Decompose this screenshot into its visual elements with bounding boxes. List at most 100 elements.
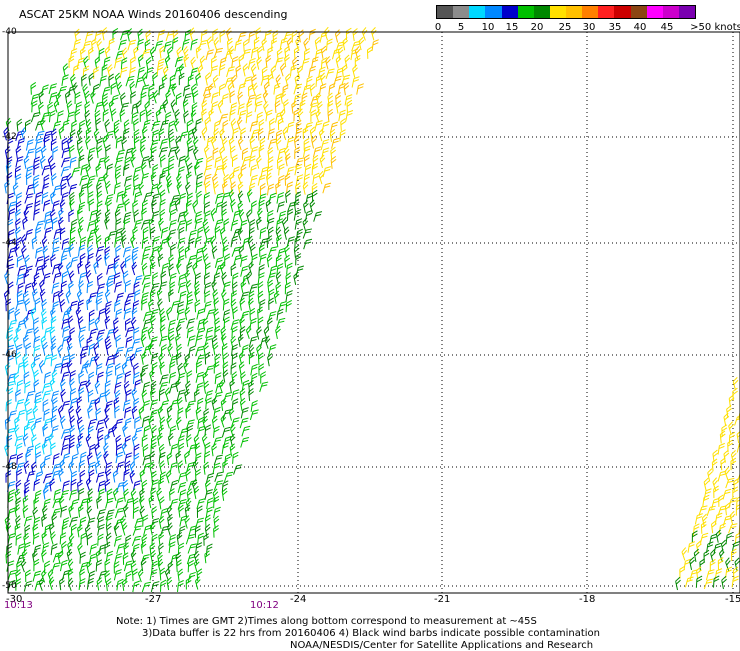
wind-barb-icon: [250, 363, 258, 376]
wind-barb-icon: [258, 363, 265, 376]
wind-barb-icon: [106, 488, 113, 501]
wind-barb-icon: [32, 532, 40, 545]
wind-barb-icon: [93, 342, 99, 356]
wind-barb-icon: [142, 226, 149, 239]
wind-barb-icon: [192, 262, 198, 276]
wind-barb-icon: [15, 156, 24, 168]
wind-barb-icon: [132, 568, 138, 582]
wind-barb-icon: [98, 47, 105, 61]
wind-barb-icon: [42, 199, 51, 212]
wind-barb-icon: [102, 99, 109, 113]
wind-barb-icon: [728, 431, 736, 444]
wind-barb-icon: [84, 101, 91, 115]
wind-barb-icon: [294, 218, 303, 230]
wind-barb-icon: [86, 505, 93, 520]
wind-barb-icon: [51, 173, 57, 187]
wind-barb-icon: [166, 576, 173, 591]
wind-barb-icon: [179, 290, 187, 303]
wind-barb-icon: [69, 327, 76, 340]
wind-barb-icon: [276, 317, 286, 329]
wind-barb-icon: [213, 495, 220, 509]
wind-barb-icon: [33, 558, 40, 572]
wind-barb-icon: [14, 435, 24, 447]
wind-barb-icon: [35, 146, 42, 159]
wind-barb-icon: [104, 119, 111, 133]
wind-barb-icon: [205, 49, 214, 61]
wind-barb-icon: [335, 55, 342, 69]
wind-barb-icon: [13, 371, 20, 385]
wind-barb-icon: [186, 262, 193, 275]
wind-barb-icon: [85, 164, 92, 178]
wind-barb-icon: [241, 425, 251, 437]
wind-barb-icon: [196, 308, 205, 320]
wind-barb-icon: [95, 209, 102, 223]
wind-barb-icon: [31, 461, 37, 475]
wind-barb-icon: [149, 461, 155, 475]
wind-barb-icon: [79, 345, 89, 357]
wind-barb-icon: [96, 471, 105, 483]
wind-barb-icon: [694, 513, 703, 525]
wind-barb-icon: [293, 209, 302, 221]
wind-barb-icon: [301, 92, 308, 105]
wind-barb-icon: [96, 283, 106, 295]
wind-barb-icon: [703, 477, 710, 492]
wind-barb-icon: [96, 254, 102, 268]
wind-barb-icon: [259, 244, 265, 257]
wind-barb-icon: [184, 353, 191, 367]
wind-barb-icon: [195, 354, 206, 365]
wind-barb-icon: [135, 76, 144, 88]
wind-barb-icon: [145, 67, 154, 79]
wind-barb-icon: [226, 27, 232, 41]
wind-barb-icon: [214, 256, 224, 269]
wind-barb-icon: [167, 146, 177, 158]
wind-barb-icon: [238, 351, 245, 365]
wind-barb-icon: [213, 454, 223, 466]
wind-barb-icon: [721, 424, 728, 438]
wind-barb-icon: [196, 568, 203, 582]
wind-barb-icon: [330, 155, 337, 169]
wind-barb-icon: [178, 525, 186, 538]
wind-barb-icon: [159, 308, 165, 322]
wind-barb-icon: [158, 542, 164, 556]
wind-barb-icon: [693, 548, 700, 562]
wind-barb-icon: [130, 549, 137, 564]
wind-barb-icon: [325, 68, 335, 79]
wind-barb-icon: [149, 46, 156, 60]
wind-barb-icon: [276, 201, 285, 213]
wind-barb-icon: [303, 138, 310, 151]
wind-barb-icon: [122, 270, 129, 284]
wind-barb-icon: [84, 109, 91, 124]
wind-barb-icon: [689, 556, 695, 570]
wind-barb-icon: [185, 533, 195, 545]
wind-barb-icon: [22, 504, 29, 519]
wind-barb-icon: [25, 569, 31, 583]
wind-barb-icon: [104, 478, 111, 492]
wind-barb-icon: [194, 217, 203, 230]
wind-barb-icon: [149, 226, 156, 240]
wind-barb-icon: [140, 161, 147, 176]
wind-barb-icon: [223, 316, 230, 329]
wind-barb-icon: [69, 370, 76, 383]
wind-barb-icon: [33, 478, 40, 491]
wind-barb-icon: [76, 57, 85, 69]
wind-barb-icon: [702, 494, 710, 507]
wind-barb-icon: [133, 219, 143, 231]
wind-barb-icon: [14, 504, 21, 518]
wind-barb-icon: [78, 201, 86, 214]
wind-barb-icon: [104, 252, 110, 266]
wind-barb-icon: [304, 48, 310, 61]
wind-barb-icon: [230, 118, 237, 132]
wind-barb-icon: [69, 434, 75, 448]
wind-barb-icon: [95, 363, 103, 376]
wind-barb-icon: [97, 334, 103, 348]
wind-barb-icon: [725, 477, 735, 489]
wind-barb-icon: [115, 497, 124, 509]
wind-barb-icon: [58, 126, 65, 140]
wind-barb-icon: [96, 145, 103, 159]
wind-barb-icon: [233, 464, 243, 475]
wind-barb-icon: [33, 156, 41, 169]
wind-barb-icon: [138, 406, 145, 420]
wind-barb-icon: [34, 391, 42, 404]
wind-barb-icon: [370, 27, 377, 41]
wind-barb-icon: [158, 496, 165, 510]
